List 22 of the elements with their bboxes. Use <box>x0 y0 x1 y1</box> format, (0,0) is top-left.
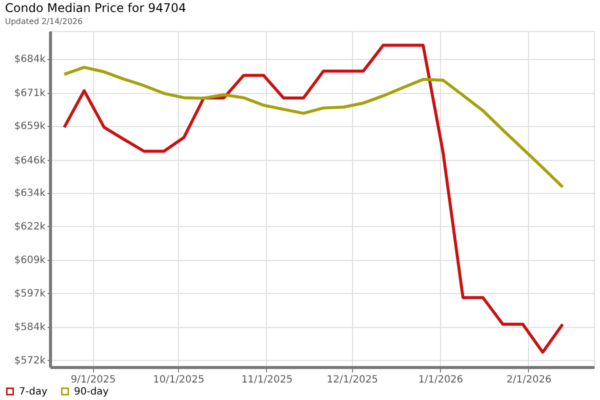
y-tick-label: $584k <box>14 322 46 334</box>
y-tick-label: $609k <box>14 255 46 266</box>
y-tick-label: $622k <box>14 222 46 233</box>
x-tick-label: 12/1/2025 <box>326 374 378 386</box>
y-tick-label: $646k <box>14 155 46 166</box>
legend-label: 90-day <box>74 386 109 398</box>
y-tick-label: $671k <box>14 88 46 100</box>
y-tick-label: $659k <box>14 121 46 132</box>
line-series <box>62 66 564 189</box>
x-tick-label: 9/1/2025 <box>70 374 116 386</box>
x-tick-label: 1/1/2026 <box>418 374 464 386</box>
legend-label: 7-day <box>19 386 48 398</box>
x-tick-label: 10/1/2025 <box>153 374 204 386</box>
x-tick-label: 11/1/2025 <box>241 374 293 386</box>
chart-title: Condo Median Price for 94704 <box>5 1 186 15</box>
y-tick-label: $634k <box>14 188 46 200</box>
y-tick-label: $572k <box>14 356 46 367</box>
line-series <box>62 44 564 354</box>
chart-subtitle: Updated 2/14/2026 <box>5 17 83 26</box>
y-tick-label: $684k <box>14 54 46 66</box>
x-tick-label: 2/1/2026 <box>506 374 552 386</box>
y-tick-label: $597k <box>14 288 46 300</box>
